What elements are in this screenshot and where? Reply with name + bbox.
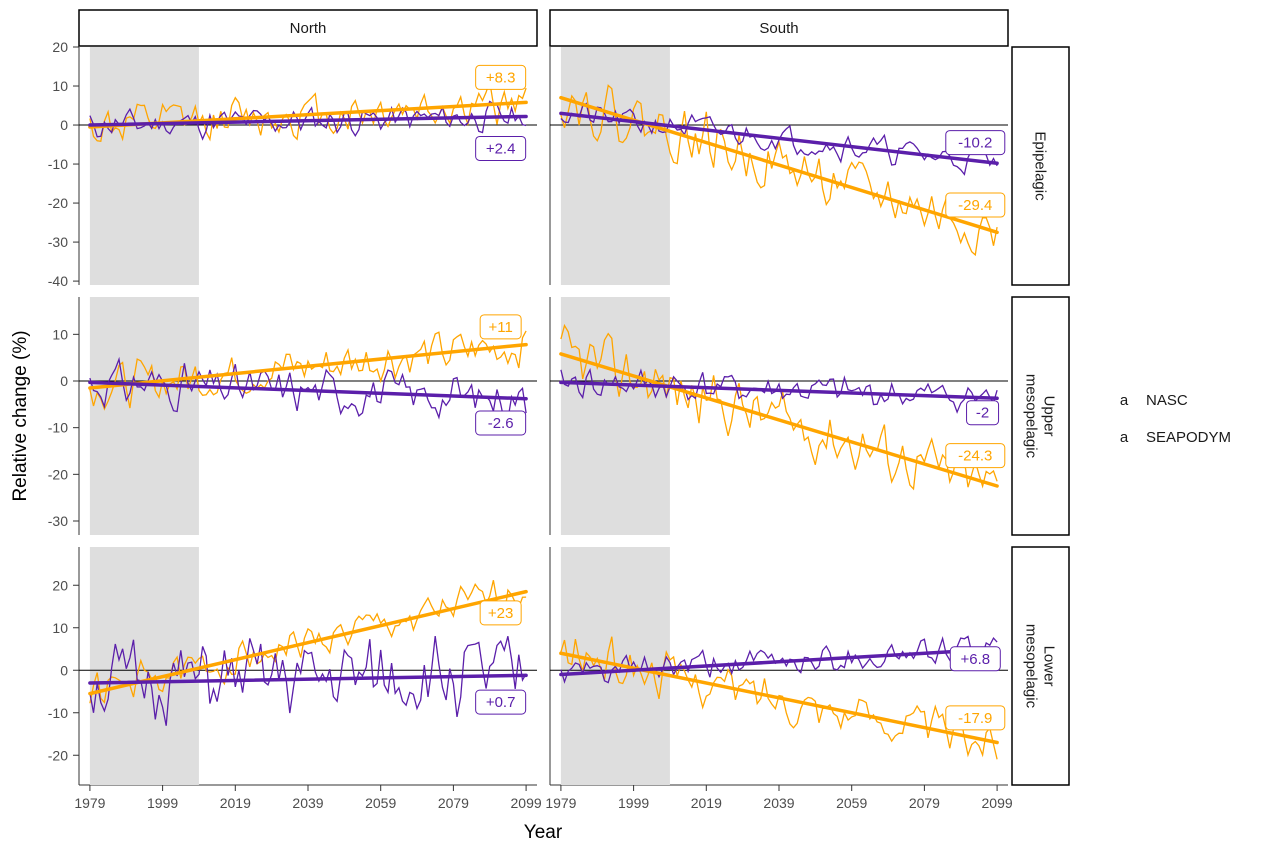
y-tick-label: -20 bbox=[48, 747, 68, 763]
legend-label-seapodym: SEAPODYM bbox=[1146, 429, 1231, 446]
seapodym-series-line bbox=[560, 84, 998, 257]
nasc-series-line bbox=[89, 636, 527, 726]
x-tick-label: 2039 bbox=[763, 795, 794, 811]
seapodym-trend-label: -29.4 bbox=[958, 197, 992, 214]
x-tick-label: 2099 bbox=[982, 795, 1013, 811]
nasc-trend-label-box bbox=[475, 135, 527, 161]
y-tick-label: -20 bbox=[48, 466, 68, 482]
y-tick-label: -10 bbox=[48, 420, 68, 436]
facet-strip-row-label: Lowermesopelagic bbox=[1023, 624, 1058, 709]
y-tick-label: 0 bbox=[60, 373, 68, 389]
seapodym-trend-line bbox=[88, 342, 528, 390]
nasc-trend-label: +6.8 bbox=[960, 651, 990, 668]
x-tick-label: 2059 bbox=[365, 795, 396, 811]
nasc-trend-line bbox=[559, 111, 999, 166]
facet-strip-row-label: Uppermesopelagic bbox=[1023, 374, 1058, 459]
nasc-trend-label: -2.6 bbox=[488, 415, 514, 432]
seapodym-trend-label: +11 bbox=[488, 319, 512, 336]
x-tick-label: 2079 bbox=[909, 795, 940, 811]
nasc-trend-label-box bbox=[966, 400, 1000, 426]
seapodym-trend-line bbox=[559, 352, 999, 488]
seapodym-trend-line bbox=[88, 589, 528, 696]
facet-strip-label: South bbox=[759, 20, 798, 37]
seapodym-trend-label: +23 bbox=[488, 605, 513, 622]
x-tick-label: 1999 bbox=[147, 795, 178, 811]
nasc-trend-label-box bbox=[945, 130, 1006, 156]
x-tick-label: 2039 bbox=[292, 795, 323, 811]
nasc-trend-label-box bbox=[475, 410, 527, 436]
nasc-trend-line bbox=[559, 647, 999, 677]
legend-key-nasc: a bbox=[1120, 392, 1129, 409]
reference-period-shading bbox=[89, 547, 199, 785]
seapodym-trend-label-box bbox=[479, 600, 522, 626]
seapodym-trend-label: -24.3 bbox=[958, 448, 992, 465]
nasc-trend-label: +0.7 bbox=[486, 694, 516, 711]
y-tick-label: 20 bbox=[52, 39, 68, 55]
y-tick-label: 10 bbox=[52, 326, 68, 342]
seapodym-trend-label-box bbox=[945, 192, 1006, 218]
reference-period-shading bbox=[89, 47, 199, 285]
legend-label-nasc: NASC bbox=[1146, 392, 1188, 409]
y-tick-label: -30 bbox=[48, 234, 68, 250]
legend-key-seapodym: a bbox=[1120, 429, 1129, 446]
x-tick-label: 2059 bbox=[836, 795, 867, 811]
facet-strip-south bbox=[549, 9, 1009, 47]
seapodym-trend-label-box bbox=[479, 314, 522, 340]
seapodym-trend-label-box bbox=[475, 64, 527, 90]
seapodym-series-line bbox=[89, 81, 527, 143]
seapodym-trend-label: +8.3 bbox=[486, 69, 516, 86]
seapodym-series-line bbox=[560, 636, 998, 760]
reference-period-shading bbox=[560, 47, 670, 285]
facet-strip-row-label: Epipelagic bbox=[1032, 131, 1049, 201]
seapodym-trend-label-box bbox=[945, 705, 1006, 731]
y-tick-label: 10 bbox=[52, 78, 68, 94]
nasc-trend-label-box bbox=[475, 689, 527, 715]
x-tick-label: 2079 bbox=[438, 795, 469, 811]
facet-strip-row-2 bbox=[1011, 546, 1070, 786]
y-tick-label: 0 bbox=[60, 662, 68, 678]
nasc-trend-line bbox=[88, 673, 528, 685]
x-tick-label: 2099 bbox=[511, 795, 542, 811]
x-tick-label: 1999 bbox=[618, 795, 649, 811]
nasc-trend-label-box bbox=[949, 646, 1001, 672]
y-tick-label: -30 bbox=[48, 513, 68, 529]
seapodym-trend-line bbox=[559, 651, 999, 745]
nasc-trend-line bbox=[559, 380, 999, 401]
y-tick-label: 10 bbox=[52, 620, 68, 636]
reference-period-shading bbox=[560, 297, 670, 535]
y-tick-label: -40 bbox=[48, 273, 68, 289]
x-tick-label: 2019 bbox=[220, 795, 251, 811]
nasc-series-line bbox=[560, 367, 998, 414]
y-tick-label: 20 bbox=[52, 577, 68, 593]
nasc-trend-label: -2 bbox=[976, 405, 989, 422]
x-tick-label: 1979 bbox=[74, 795, 105, 811]
x-tick-label: 1979 bbox=[545, 795, 576, 811]
seapodym-series-line bbox=[89, 580, 527, 704]
seapodym-trend-label-box bbox=[945, 443, 1006, 469]
x-axis-title: Year bbox=[524, 822, 563, 841]
nasc-trend-label: +2.4 bbox=[486, 140, 516, 157]
y-tick-label: -10 bbox=[48, 705, 68, 721]
nasc-trend-line bbox=[88, 380, 528, 401]
y-tick-label: 0 bbox=[60, 117, 68, 133]
facet-strip-row-1 bbox=[1011, 296, 1070, 536]
facet-strip-north bbox=[78, 9, 538, 47]
facet-strip-label: North bbox=[290, 20, 327, 37]
nasc-trend-label: -10.2 bbox=[958, 135, 992, 152]
y-tick-label: -20 bbox=[48, 195, 68, 211]
seapodym-trend-label: -17.9 bbox=[958, 710, 992, 727]
y-axis-title: Relative change (%) bbox=[10, 330, 31, 501]
facet-strip-row-0 bbox=[1011, 46, 1070, 286]
reference-period-shading bbox=[89, 297, 199, 535]
x-tick-label: 2019 bbox=[691, 795, 722, 811]
y-tick-label: -10 bbox=[48, 156, 68, 172]
nasc-trend-line bbox=[88, 114, 528, 127]
